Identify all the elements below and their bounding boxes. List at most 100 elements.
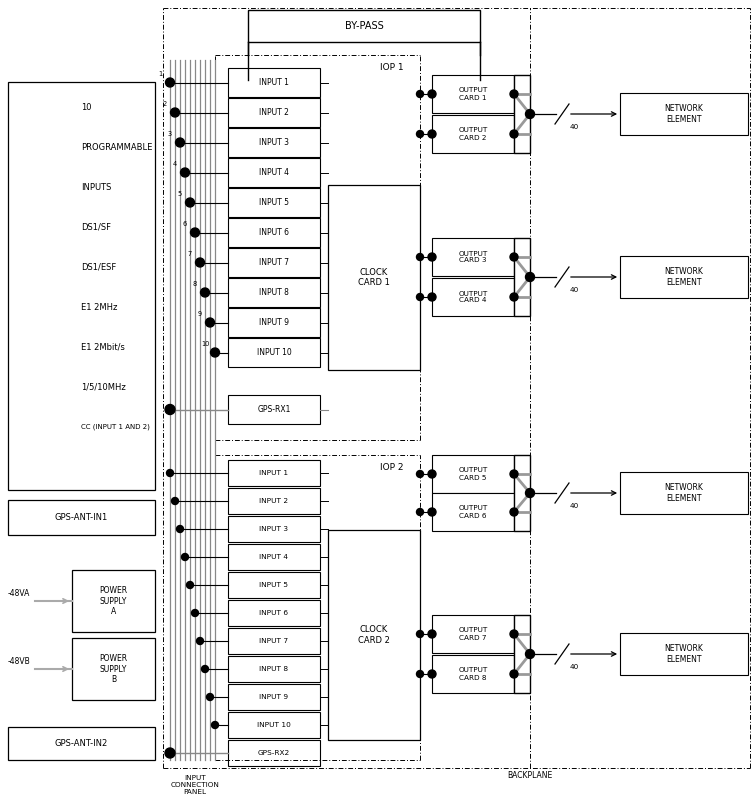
FancyBboxPatch shape bbox=[248, 10, 480, 42]
Circle shape bbox=[166, 78, 175, 87]
Text: POWER
SUPPLY
B: POWER SUPPLY B bbox=[99, 654, 127, 684]
Circle shape bbox=[526, 272, 535, 282]
Circle shape bbox=[428, 508, 436, 516]
Text: NETWORK
ELEMENT: NETWORK ELEMENT bbox=[665, 483, 703, 503]
Circle shape bbox=[510, 253, 518, 261]
Text: -48VB: -48VB bbox=[8, 657, 31, 665]
Text: 40: 40 bbox=[570, 124, 579, 130]
Text: GPS-RX2: GPS-RX2 bbox=[258, 750, 290, 756]
Text: 2: 2 bbox=[163, 102, 167, 107]
Circle shape bbox=[185, 198, 194, 207]
Text: GPS-ANT-IN2: GPS-ANT-IN2 bbox=[55, 739, 108, 748]
FancyBboxPatch shape bbox=[228, 516, 320, 542]
Text: INPUT 3: INPUT 3 bbox=[259, 138, 289, 147]
Text: INPUT 1: INPUT 1 bbox=[260, 470, 288, 476]
Text: INPUT 2: INPUT 2 bbox=[259, 108, 289, 117]
Text: 4: 4 bbox=[173, 162, 177, 167]
FancyBboxPatch shape bbox=[328, 530, 420, 740]
Circle shape bbox=[428, 130, 436, 138]
Text: GPS-ANT-IN1: GPS-ANT-IN1 bbox=[55, 513, 108, 522]
Text: 6: 6 bbox=[183, 221, 187, 228]
Circle shape bbox=[166, 470, 173, 477]
Circle shape bbox=[211, 348, 220, 357]
Circle shape bbox=[510, 470, 518, 478]
FancyBboxPatch shape bbox=[228, 488, 320, 514]
Circle shape bbox=[526, 489, 535, 498]
Circle shape bbox=[197, 638, 203, 645]
Circle shape bbox=[510, 130, 518, 138]
FancyBboxPatch shape bbox=[228, 308, 320, 337]
Text: 10: 10 bbox=[201, 341, 209, 348]
Text: INPUT 8: INPUT 8 bbox=[260, 666, 288, 672]
FancyBboxPatch shape bbox=[620, 472, 748, 514]
Circle shape bbox=[526, 650, 535, 658]
FancyBboxPatch shape bbox=[228, 544, 320, 570]
Text: 40: 40 bbox=[570, 503, 579, 509]
Text: INPUT 7: INPUT 7 bbox=[259, 258, 289, 267]
Text: IOP 2: IOP 2 bbox=[380, 462, 404, 471]
Circle shape bbox=[510, 90, 518, 98]
Text: INPUT 6: INPUT 6 bbox=[259, 228, 289, 237]
Text: BACKPLANE: BACKPLANE bbox=[508, 771, 553, 779]
Text: 40: 40 bbox=[570, 287, 579, 293]
FancyBboxPatch shape bbox=[620, 256, 748, 298]
Text: INPUT 1: INPUT 1 bbox=[259, 78, 289, 87]
Text: INPUT 8: INPUT 8 bbox=[259, 288, 289, 297]
FancyBboxPatch shape bbox=[514, 455, 530, 531]
Text: CLOCK
CARD 2: CLOCK CARD 2 bbox=[358, 626, 390, 645]
Text: 7: 7 bbox=[188, 252, 192, 257]
Text: INPUT 7: INPUT 7 bbox=[260, 638, 288, 644]
FancyBboxPatch shape bbox=[228, 218, 320, 247]
Text: INPUTS: INPUTS bbox=[81, 182, 112, 192]
Text: 9: 9 bbox=[198, 311, 202, 318]
Circle shape bbox=[510, 670, 518, 678]
Circle shape bbox=[428, 630, 436, 638]
Text: OUTPUT
CARD 5: OUTPUT CARD 5 bbox=[459, 467, 488, 481]
Text: NETWORK
ELEMENT: NETWORK ELEMENT bbox=[665, 104, 703, 123]
Text: 5: 5 bbox=[178, 192, 182, 197]
Text: BY-PASS: BY-PASS bbox=[345, 21, 383, 31]
Text: NETWORK
ELEMENT: NETWORK ELEMENT bbox=[665, 644, 703, 664]
Circle shape bbox=[191, 610, 199, 616]
Text: OUTPUT
CARD 2: OUTPUT CARD 2 bbox=[459, 127, 488, 141]
Circle shape bbox=[416, 253, 423, 260]
FancyBboxPatch shape bbox=[432, 238, 514, 276]
Text: INPUT
CONNECTION
PANEL: INPUT CONNECTION PANEL bbox=[171, 775, 219, 795]
FancyBboxPatch shape bbox=[228, 158, 320, 187]
FancyBboxPatch shape bbox=[8, 500, 155, 535]
Circle shape bbox=[510, 508, 518, 516]
FancyBboxPatch shape bbox=[228, 460, 320, 486]
FancyBboxPatch shape bbox=[228, 278, 320, 307]
Text: IOP 1: IOP 1 bbox=[380, 63, 404, 72]
FancyBboxPatch shape bbox=[328, 185, 420, 370]
FancyBboxPatch shape bbox=[72, 570, 155, 632]
FancyBboxPatch shape bbox=[228, 98, 320, 127]
Text: INPUT 5: INPUT 5 bbox=[260, 582, 288, 588]
Circle shape bbox=[510, 630, 518, 638]
FancyBboxPatch shape bbox=[72, 638, 155, 700]
Text: E1 2Mbit/s: E1 2Mbit/s bbox=[81, 342, 126, 352]
FancyBboxPatch shape bbox=[432, 75, 514, 113]
Text: PROGRAMMABLE: PROGRAMMABLE bbox=[81, 142, 153, 151]
Circle shape bbox=[212, 721, 218, 728]
Circle shape bbox=[202, 665, 209, 673]
Circle shape bbox=[428, 90, 436, 98]
Text: INPUT 3: INPUT 3 bbox=[260, 526, 288, 532]
Circle shape bbox=[416, 91, 423, 97]
Circle shape bbox=[416, 131, 423, 138]
FancyBboxPatch shape bbox=[228, 628, 320, 654]
FancyBboxPatch shape bbox=[432, 615, 514, 653]
FancyBboxPatch shape bbox=[228, 68, 320, 97]
FancyBboxPatch shape bbox=[228, 600, 320, 626]
Text: 40: 40 bbox=[570, 664, 579, 670]
FancyBboxPatch shape bbox=[228, 712, 320, 738]
Circle shape bbox=[206, 693, 214, 700]
Text: INPUT 9: INPUT 9 bbox=[259, 318, 289, 327]
Circle shape bbox=[181, 168, 190, 177]
Text: CC (INPUT 1 AND 2): CC (INPUT 1 AND 2) bbox=[81, 423, 151, 431]
FancyBboxPatch shape bbox=[620, 633, 748, 675]
Circle shape bbox=[176, 525, 184, 533]
Text: OUTPUT
CARD 6: OUTPUT CARD 6 bbox=[459, 505, 488, 518]
Circle shape bbox=[200, 288, 209, 297]
Text: OUTPUT
CARD 1: OUTPUT CARD 1 bbox=[459, 88, 488, 100]
